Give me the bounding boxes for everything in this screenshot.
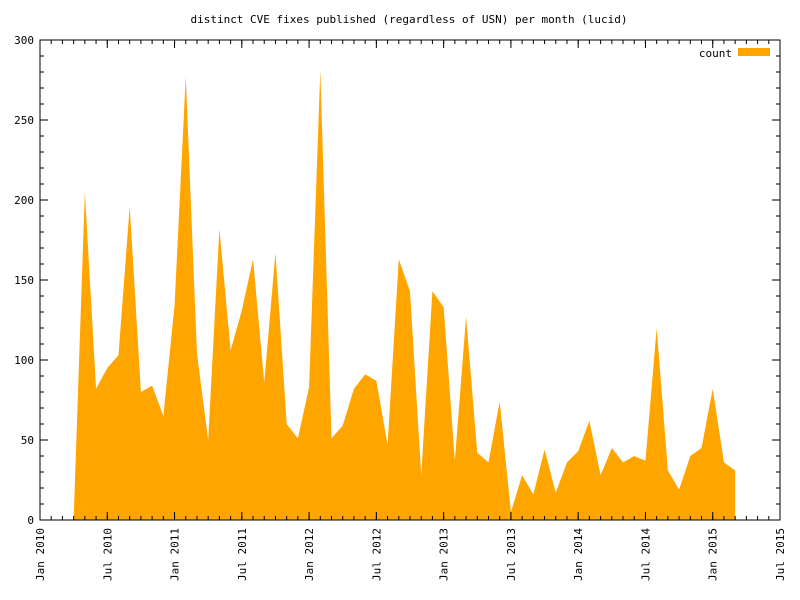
series-area-count	[73, 70, 736, 521]
y-tick-label: 100	[14, 354, 34, 367]
x-tick-label: Jul 2015	[774, 528, 787, 581]
area-layer	[73, 70, 736, 521]
plot-frame	[39, 39, 781, 521]
y-tick-label: 0	[27, 514, 34, 527]
y-tick-label: 300	[14, 34, 34, 47]
x-tick-label: Jul 2012	[370, 528, 383, 581]
y-tick-label: 50	[21, 434, 34, 447]
y-tick-label: 200	[14, 194, 34, 207]
x-tick-label: Jan 2015	[707, 528, 720, 581]
x-tick-label: Jan 2012	[303, 528, 316, 581]
y-tick-label: 250	[14, 114, 34, 127]
x-tick-label: Jan 2014	[572, 528, 585, 581]
x-tick-label: Jul 2010	[101, 528, 114, 581]
legend: count	[699, 47, 770, 60]
label-layer: 0 50 100 150 200 250 300 Jan 2010 Jul 2010 Jan 20…	[14, 34, 787, 581]
x-tick-label: Jul 2013	[505, 528, 518, 581]
x-tick-label: Jul 2011	[236, 528, 249, 581]
x-tick-label: Jan 2011	[169, 528, 182, 581]
x-tick-label: Jan 2010	[34, 528, 47, 581]
x-tick-label: Jul 2014	[639, 528, 652, 581]
x-tick-label: Jan 2013	[438, 528, 451, 581]
legend-swatch	[738, 48, 770, 56]
legend-label: count	[699, 47, 732, 60]
y-tick-label: 150	[14, 274, 34, 287]
chart-title: distinct CVE fixes published (regardless…	[190, 13, 627, 26]
